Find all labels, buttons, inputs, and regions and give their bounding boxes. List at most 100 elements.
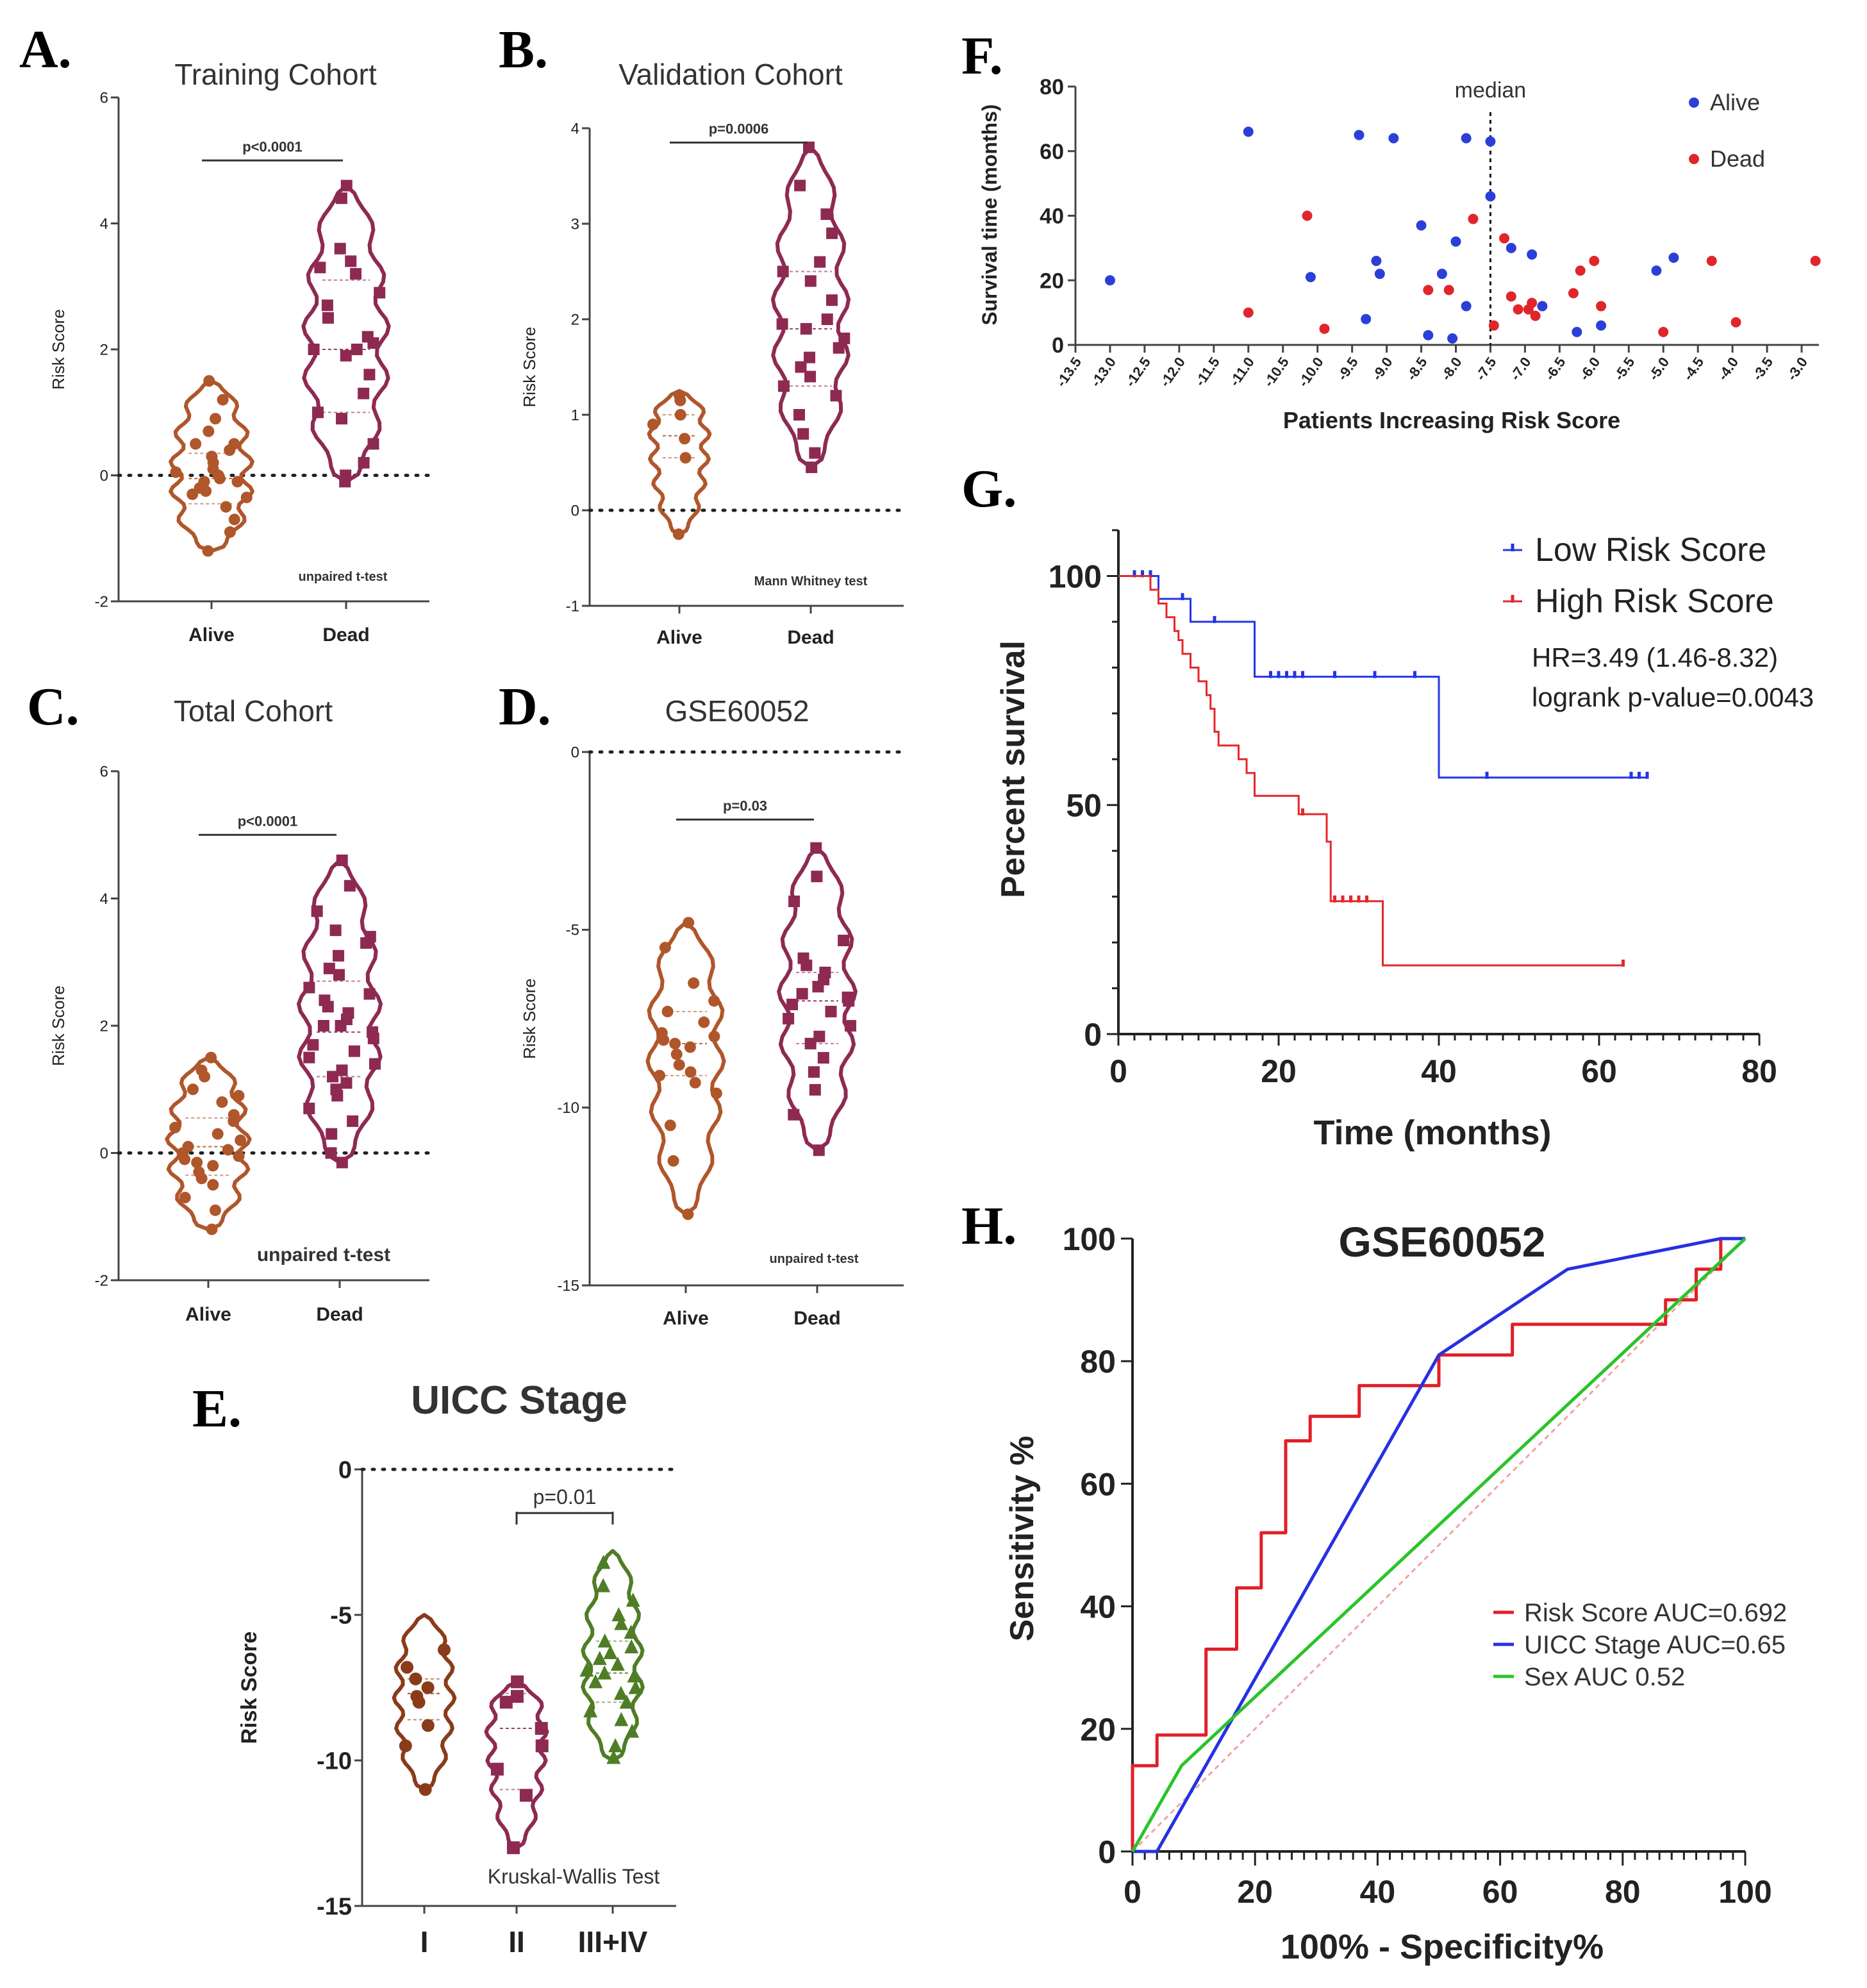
y-tick-label: 2 bbox=[571, 311, 579, 328]
data-point bbox=[698, 1016, 710, 1028]
violin-outline-i bbox=[392, 1613, 457, 1792]
violin-outline-iii-iv bbox=[581, 1549, 645, 1762]
data-point-alive bbox=[1104, 275, 1115, 286]
x-tick-label: -7.5 bbox=[1472, 355, 1499, 383]
data-point-alive bbox=[1423, 330, 1434, 340]
x-tick-label: -13.0 bbox=[1088, 355, 1119, 390]
data-point bbox=[209, 1204, 221, 1216]
x-axis-label: 100% - Specificity% bbox=[1281, 1928, 1604, 1966]
y-tick-label: 0 bbox=[1052, 333, 1064, 358]
data-point bbox=[820, 208, 833, 221]
data-point bbox=[190, 438, 202, 450]
y-axis-label: Risk Score bbox=[237, 1632, 261, 1744]
panel-h: H. GSE60052 0 20 40 60 80 100 0 20 40 60 80 100 Sensit… bbox=[961, 1196, 1787, 1966]
data-point-alive bbox=[1371, 256, 1382, 267]
data-point bbox=[367, 337, 379, 349]
y-tick-label: 1 bbox=[571, 406, 579, 424]
data-point bbox=[374, 287, 386, 299]
data-point bbox=[231, 476, 244, 488]
data-point bbox=[217, 394, 229, 406]
x-tick-label: Dead bbox=[787, 627, 834, 648]
data-point-alive bbox=[1485, 136, 1496, 147]
data-point bbox=[358, 387, 370, 399]
data-point bbox=[679, 452, 692, 464]
data-point bbox=[825, 1005, 837, 1017]
p-value-label: p=0.0006 bbox=[709, 121, 769, 137]
x-tick-label: 100 bbox=[1718, 1874, 1772, 1910]
data-point bbox=[597, 1633, 612, 1648]
data-point bbox=[625, 1723, 640, 1738]
data-point bbox=[329, 924, 342, 937]
legend-label: Dead bbox=[1710, 146, 1765, 172]
data-point bbox=[806, 461, 818, 473]
y-tick-label: 3 bbox=[571, 215, 579, 233]
data-point-dead bbox=[1506, 291, 1516, 302]
x-tick-label: Alive bbox=[188, 624, 235, 646]
data-point-dead bbox=[1443, 285, 1454, 296]
data-point bbox=[814, 256, 826, 268]
data-point bbox=[813, 1144, 825, 1157]
y-tick-label: -5 bbox=[330, 1602, 352, 1629]
data-point bbox=[688, 977, 700, 989]
data-point bbox=[235, 1134, 247, 1146]
data-point bbox=[322, 1001, 334, 1013]
data-point bbox=[596, 1578, 611, 1592]
data-point bbox=[490, 1762, 504, 1776]
data-point bbox=[672, 528, 685, 540]
data-point bbox=[804, 371, 817, 383]
roc-curve-risk-score bbox=[1131, 1237, 1745, 1851]
data-point bbox=[812, 981, 824, 993]
panel-letter: D. bbox=[499, 677, 551, 737]
x-tick-label: -6.0 bbox=[1576, 355, 1603, 383]
y-tick-label: 2 bbox=[100, 1017, 108, 1035]
violin-outline-dead bbox=[301, 183, 391, 484]
y-tick-label: -15 bbox=[557, 1277, 579, 1294]
data-point bbox=[195, 1173, 208, 1185]
x-axis-label: Time (months) bbox=[1313, 1114, 1551, 1152]
data-point bbox=[838, 934, 850, 946]
data-point-alive bbox=[1361, 313, 1372, 324]
data-point bbox=[809, 447, 821, 459]
x-tick-label: Alive bbox=[656, 627, 702, 648]
x-tick-label: -7.0 bbox=[1507, 355, 1534, 383]
y-tick-label: 0 bbox=[338, 1457, 352, 1483]
data-point-alive bbox=[1243, 126, 1254, 137]
data-point bbox=[592, 1651, 607, 1666]
chart-title: Training Cohort bbox=[174, 58, 377, 91]
data-point bbox=[339, 476, 351, 488]
data-point bbox=[307, 1039, 319, 1051]
data-point-dead bbox=[1302, 210, 1313, 221]
data-point bbox=[216, 1096, 228, 1108]
data-point bbox=[334, 242, 346, 255]
reference-diagonal bbox=[1131, 1237, 1747, 1853]
y-tick-label: -2 bbox=[95, 1272, 108, 1289]
chart-title: GSE60052 bbox=[1339, 1218, 1546, 1265]
panel-letter: A. bbox=[19, 20, 72, 79]
data-point bbox=[344, 880, 356, 892]
data-point bbox=[409, 1672, 422, 1685]
data-point-alive bbox=[1374, 269, 1385, 280]
data-point-dead bbox=[1319, 323, 1330, 334]
data-point bbox=[169, 1121, 181, 1133]
data-point bbox=[843, 995, 855, 1007]
data-point bbox=[670, 1048, 683, 1060]
data-point bbox=[821, 313, 833, 325]
x-tick-label: -9.5 bbox=[1334, 355, 1361, 383]
y-tick-label: 40 bbox=[1040, 205, 1064, 229]
data-point bbox=[628, 1680, 643, 1694]
data-point bbox=[360, 937, 372, 949]
y-axis-label: Sensitivity % bbox=[1004, 1436, 1041, 1642]
x-tick-label: -8.5 bbox=[1403, 355, 1430, 383]
data-point-dead bbox=[1589, 256, 1600, 267]
y-tick-label: 80 bbox=[1040, 75, 1064, 99]
data-point bbox=[187, 488, 199, 500]
x-tick-label: -11.0 bbox=[1226, 355, 1257, 389]
data-point bbox=[833, 342, 845, 354]
data-point bbox=[207, 1179, 219, 1191]
data-point-alive bbox=[1416, 220, 1427, 231]
data-point bbox=[800, 322, 812, 335]
data-point-alive bbox=[1388, 133, 1399, 144]
data-point bbox=[624, 1639, 639, 1653]
statistical-test-label: Kruskal-Wallis Test bbox=[488, 1865, 660, 1888]
data-point bbox=[659, 942, 671, 954]
